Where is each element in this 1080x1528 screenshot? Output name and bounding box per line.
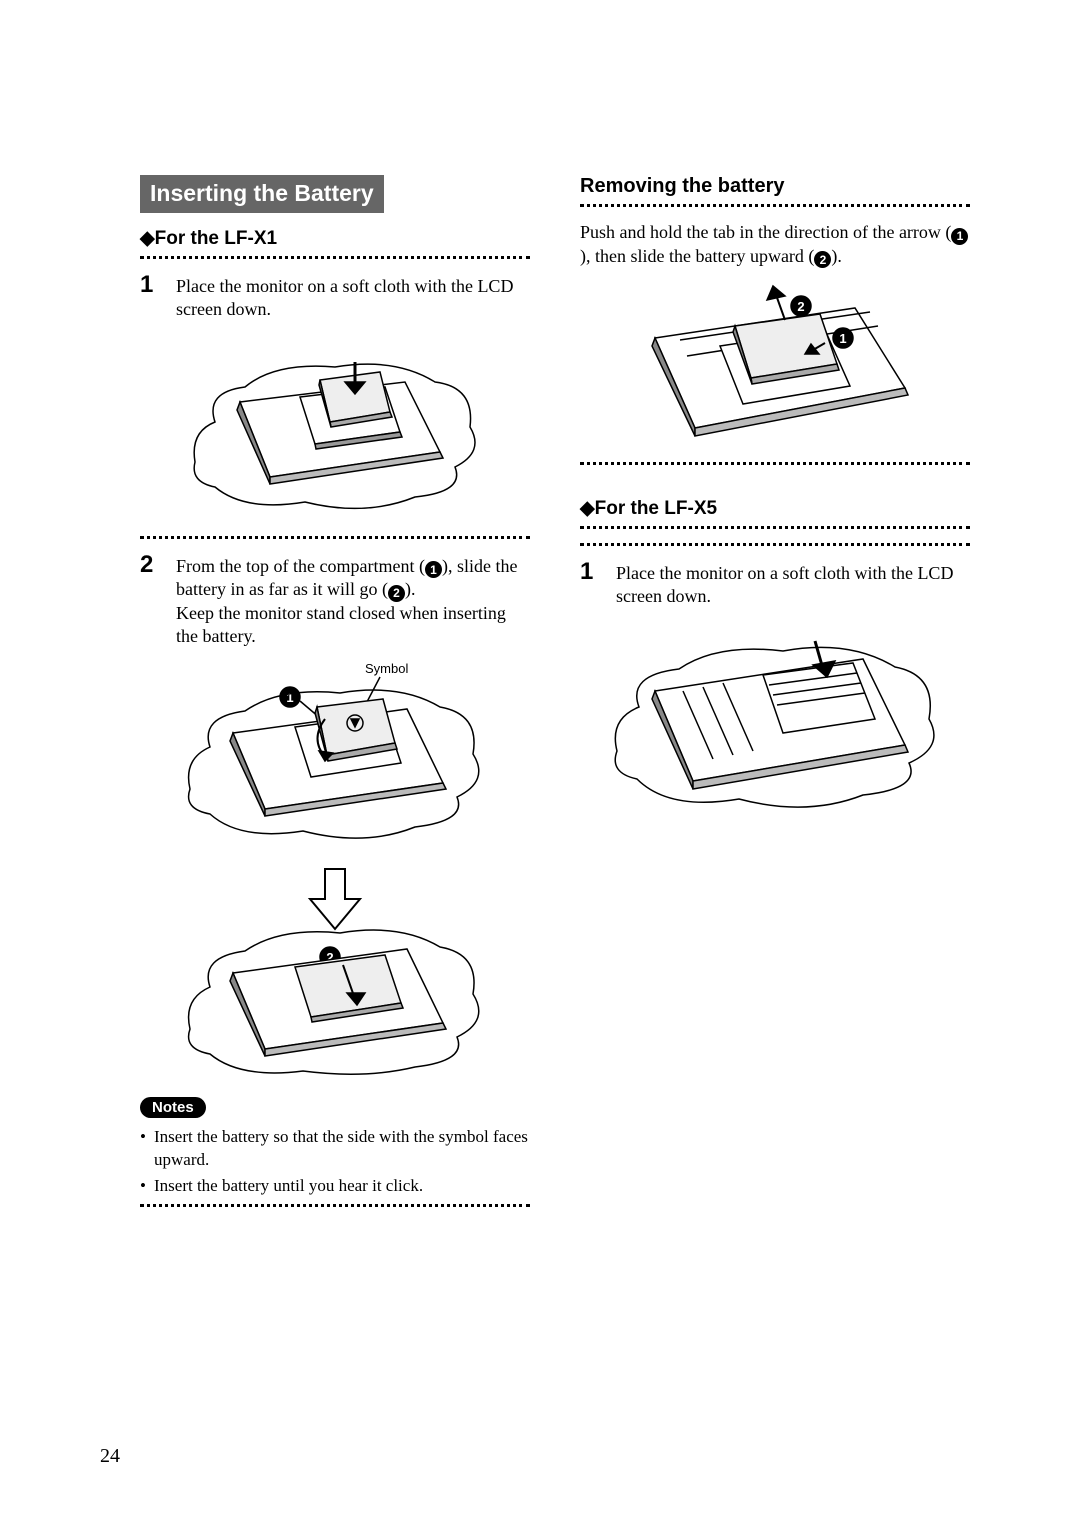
notes-badge: Notes [140, 1097, 206, 1118]
step-text: From the top of the compartment (1), sli… [176, 553, 530, 649]
svg-text:1: 1 [286, 690, 293, 705]
circle-1-icon: 1 [425, 561, 442, 578]
illustration-x1-place [140, 332, 530, 522]
symbol-label: Symbol [365, 661, 408, 676]
subheading-lfx1: ◆For the LF-X1 [140, 227, 530, 250]
dotted-divider [140, 1204, 530, 1207]
page-columns: Inserting the Battery ◆For the LF-X1 1 P… [140, 175, 980, 1221]
svg-text:1: 1 [839, 331, 846, 346]
subheading-lfx5: ◆For the LF-X5 [580, 497, 970, 520]
dotted-divider [580, 543, 970, 546]
step-2: 2 From the top of the compartment (1), s… [140, 553, 530, 649]
dotted-divider [580, 204, 970, 207]
notes-list: Insert the battery so that the side with… [140, 1126, 530, 1199]
dotted-divider [580, 526, 970, 529]
step-1: 1 Place the monitor on a soft cloth with… [140, 273, 530, 322]
step-number: 1 [140, 273, 158, 297]
spacer [580, 479, 970, 497]
step-number: 2 [140, 553, 158, 577]
body-text-remove: Push and hold the tab in the direction o… [580, 221, 970, 268]
illustration-x5-place [580, 619, 970, 819]
circle-2-icon: 2 [388, 585, 405, 602]
circle-1-icon: 1 [951, 228, 968, 245]
subheading-remove: Removing the battery [580, 175, 970, 198]
step-number: 1 [580, 560, 598, 584]
illustration-remove: 2 1 [580, 278, 970, 448]
dotted-divider [140, 536, 530, 539]
illustration-x1-insert: Symbol 1 [140, 659, 530, 1079]
note-item: Insert the battery until you hear it cli… [140, 1175, 530, 1198]
note-item: Insert the battery so that the side with… [140, 1126, 530, 1172]
section-banner: Inserting the Battery [140, 175, 384, 213]
step-text: Place the monitor on a soft cloth with t… [616, 560, 970, 609]
dotted-divider [140, 256, 530, 259]
dotted-divider [580, 462, 970, 465]
step-text: Place the monitor on a soft cloth with t… [176, 273, 530, 322]
step-1-x5: 1 Place the monitor on a soft cloth with… [580, 560, 970, 609]
left-column: Inserting the Battery ◆For the LF-X1 1 P… [140, 175, 530, 1221]
svg-text:2: 2 [797, 299, 804, 314]
page-number: 24 [100, 1445, 120, 1468]
right-column: Removing the battery Push and hold the t… [580, 175, 970, 1221]
circle-2-icon: 2 [814, 251, 831, 268]
